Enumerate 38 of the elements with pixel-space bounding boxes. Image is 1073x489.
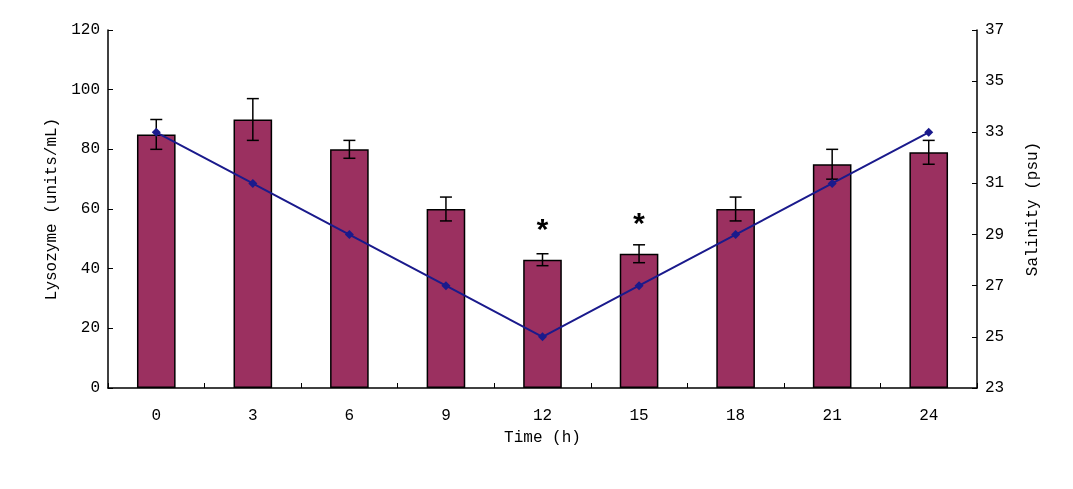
x-tick-label: 21 <box>822 407 842 425</box>
x-tick-label: 9 <box>441 407 451 425</box>
y2-tick-label: 27 <box>985 276 1005 295</box>
y2-tick-label: 33 <box>985 123 1005 142</box>
y-tick-label: 100 <box>71 80 100 99</box>
x-tick-label: 12 <box>532 407 553 425</box>
y2-axis-title: Salinity (psu) <box>1024 141 1042 277</box>
x-tick-label: 15 <box>629 407 649 425</box>
point <box>344 230 354 240</box>
y2-tick-label: 35 <box>985 72 1005 91</box>
annotation: * <box>630 209 649 244</box>
y-tick-label: 0 <box>90 379 100 397</box>
point <box>248 178 258 188</box>
y2-tick-label: 37 <box>985 21 1005 39</box>
y-tick-label: 40 <box>80 259 100 278</box>
x-tick-label: 0 <box>151 407 162 425</box>
annotation: * <box>533 215 552 250</box>
y-axis-title: Lysozyme (units/mL) <box>43 117 61 301</box>
point <box>827 178 837 188</box>
point <box>731 230 741 240</box>
y2-tick-label: 23 <box>985 379 1005 397</box>
y-tick-label: 20 <box>80 319 100 338</box>
x-axis-title: Time (h) <box>504 429 581 447</box>
point <box>441 281 451 291</box>
point <box>538 332 547 342</box>
y-tick-label: 80 <box>80 140 100 159</box>
y2-tick-label: 31 <box>985 174 1005 193</box>
point <box>634 281 644 291</box>
y2-tick-label: 29 <box>985 225 1005 244</box>
x-tick-label: 6 <box>344 407 355 425</box>
y-tick-label: 60 <box>80 200 100 218</box>
point <box>924 127 934 137</box>
point <box>151 127 161 137</box>
x-tick-label: 24 <box>919 407 939 425</box>
x-tick-label: 3 <box>248 407 258 425</box>
y2-tick-label: 25 <box>985 327 1005 346</box>
x-tick-label: 18 <box>726 407 746 425</box>
y-tick-label: 120 <box>71 21 100 39</box>
